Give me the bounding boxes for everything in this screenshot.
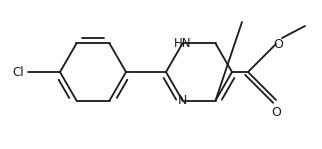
Text: Cl: Cl: [12, 66, 24, 79]
Text: O: O: [271, 105, 281, 118]
Text: O: O: [274, 38, 283, 51]
Text: N: N: [178, 94, 187, 107]
Text: HN: HN: [174, 37, 191, 50]
